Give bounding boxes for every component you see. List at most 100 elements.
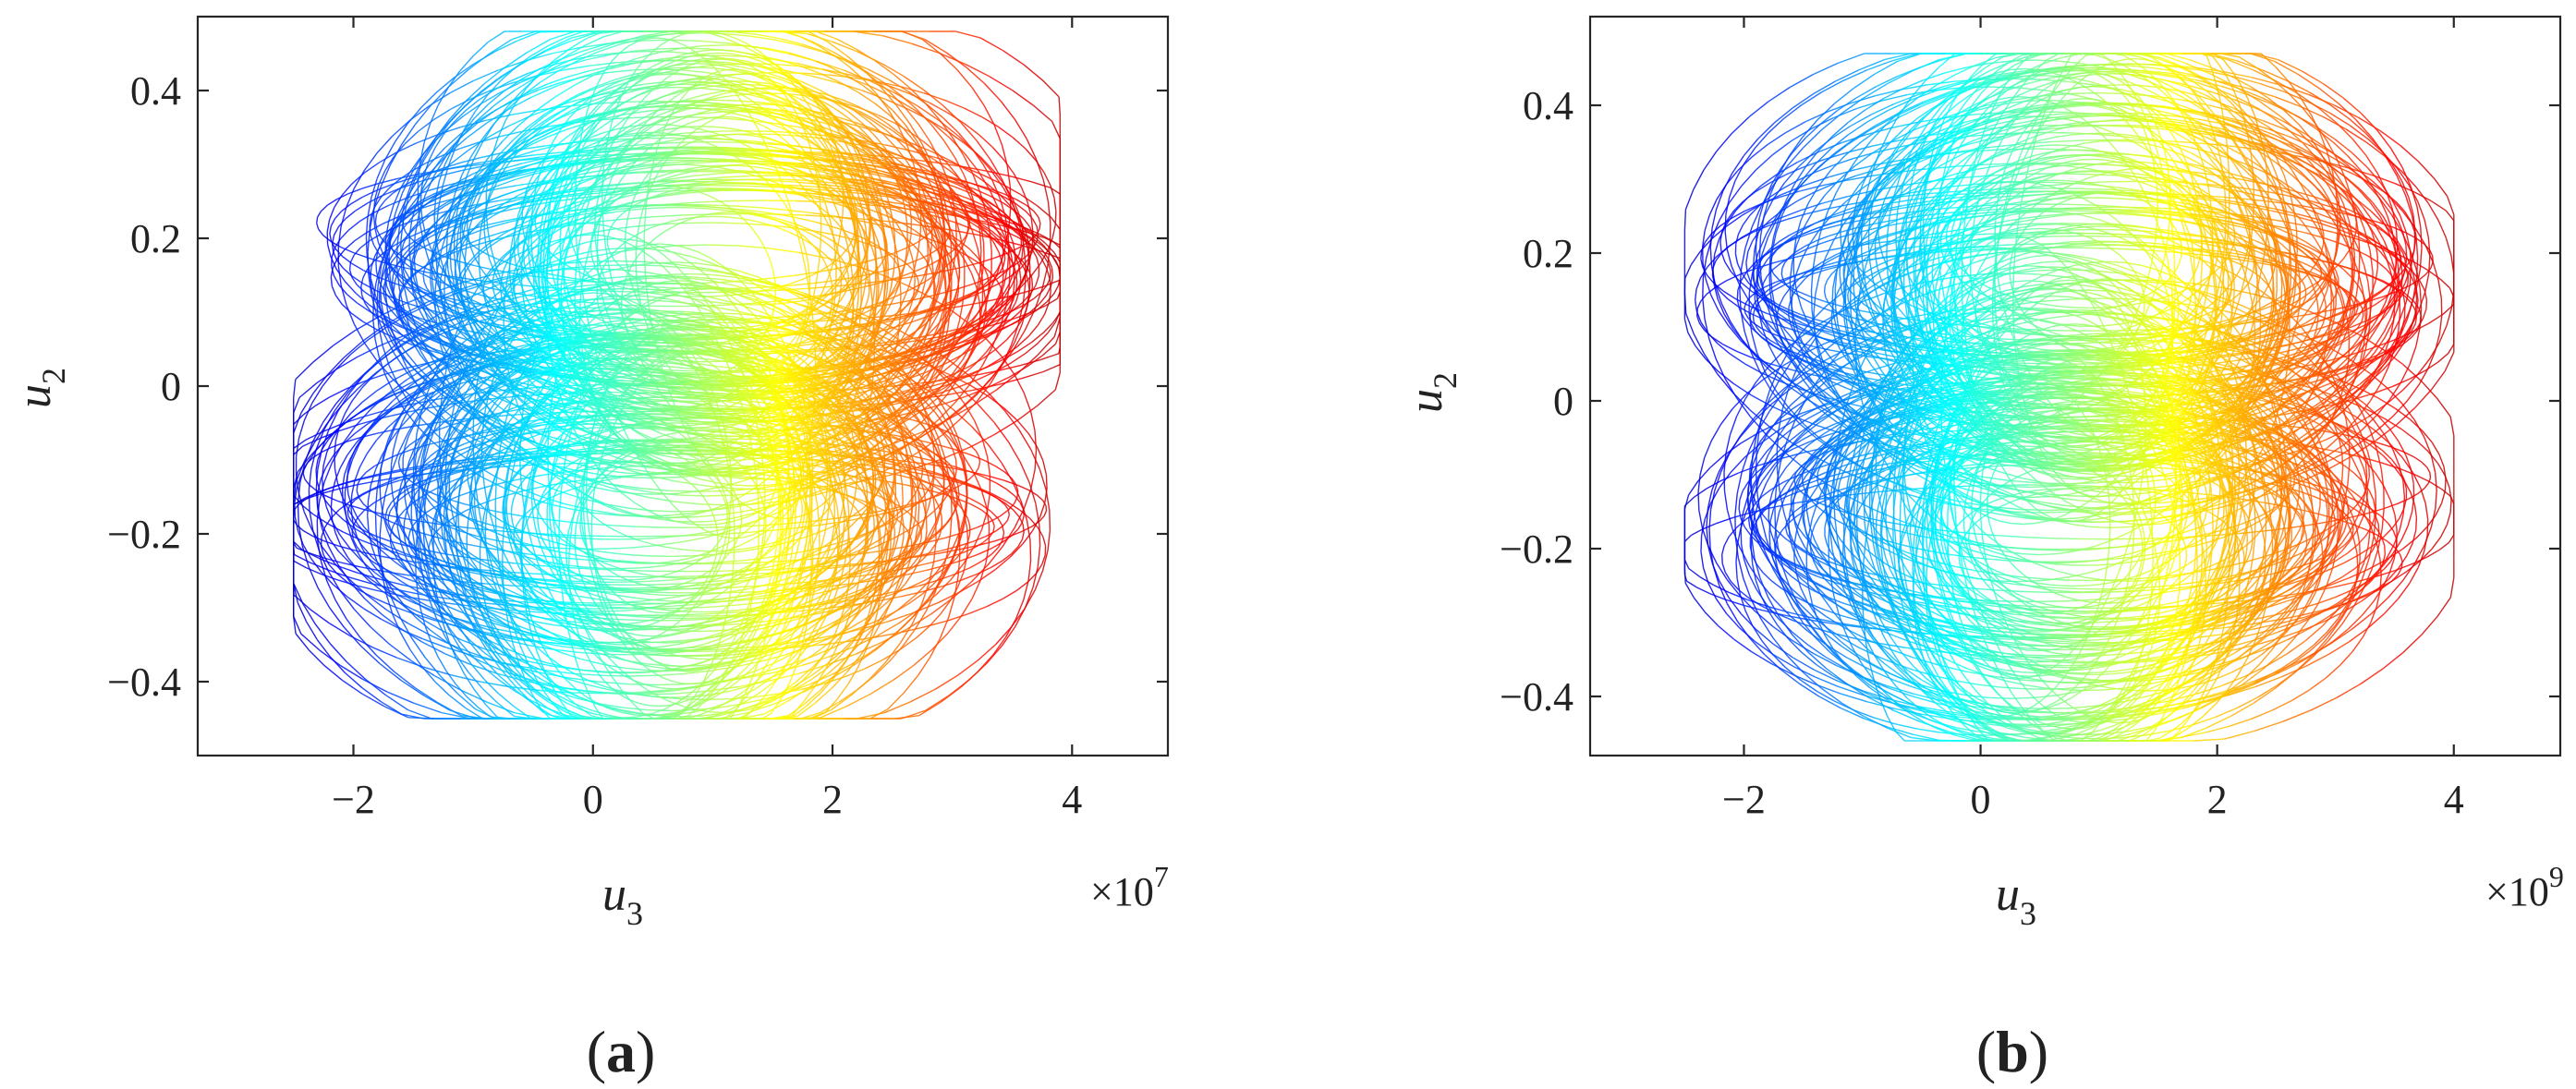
trajectory-segment [761,712,772,720]
trajectory-segment [568,32,594,42]
trajectory-segment [552,694,567,704]
trajectory-segment [1035,275,1039,285]
trajectory-segment [991,304,1005,317]
trajectory-segment [521,509,526,531]
trajectory-segment [962,439,971,446]
trajectory-segment [370,626,391,646]
trajectory-segment [534,115,552,128]
trajectory-segment [760,498,765,506]
trajectory-segment [718,62,740,67]
trajectory-segment [674,696,694,698]
trajectory-segment [485,701,516,714]
trajectory-segment [506,464,537,467]
trajectory-segment [536,650,545,670]
trajectory-segment [553,48,570,62]
trajectory-segment [529,588,535,596]
trajectory-segment [594,713,610,718]
trajectory-segment [1013,229,1025,240]
trajectory-segment [983,104,995,126]
trajectory-segment [926,103,944,119]
trajectory-segment [670,201,702,205]
trajectory-segment [820,226,822,245]
trajectory-segment [667,600,684,603]
trajectory-segment [647,708,671,712]
trajectory-segment [957,572,965,587]
trajectory-segment [435,207,440,229]
trajectory-segment [388,197,407,207]
trajectory-segment [1042,364,1061,373]
trajectory-segment [767,466,782,479]
trajectory-segment [645,449,676,453]
trajectory-segment [718,607,727,614]
trajectory-segment [530,588,541,602]
trajectory-segment [991,520,995,526]
trajectory-segment [588,167,616,174]
trajectory-segment [867,68,890,81]
trajectory-segment [748,105,780,111]
trajectory-segment [733,513,753,519]
trajectory-segment [603,503,618,512]
trajectory-segment [541,490,549,499]
trajectory-segment [757,359,768,377]
trajectory-segment [337,226,342,247]
trajectory-segment [587,190,616,195]
trajectory-segment [593,481,620,491]
trajectory-segment [379,200,386,209]
trajectory-segment [827,65,847,77]
trajectory-segment [472,42,489,57]
trajectory-segment [395,142,417,153]
trajectory-segment [743,472,766,482]
trajectory-segment [423,282,428,289]
trajectory-segment [467,480,471,489]
trajectory-segment [815,668,827,686]
trajectory-segment [989,231,992,252]
trajectory-segment [971,87,985,106]
trajectory-segment [978,462,981,468]
trajectory-segment [1047,530,1051,551]
trajectory-segment [367,272,372,295]
trajectory-segment [798,217,816,224]
trajectory-segment [511,109,540,115]
trajectory-segment [1011,352,1027,364]
trajectory-segment [991,180,1001,199]
trajectory-segment [613,506,634,514]
trajectory-segment [492,514,503,522]
trajectory-segment [793,494,796,509]
trajectory-segment [1043,510,1048,516]
trajectory-segment [735,456,748,464]
trajectory-segment [626,659,646,665]
trajectory-segment [344,281,357,294]
trajectory-segment [652,517,674,522]
trajectory-segment [604,87,625,94]
trajectory-segment [963,155,974,175]
trajectory-segment [907,91,928,105]
trajectory-segment [715,546,719,554]
trajectory-segment [607,470,627,474]
trajectory-segment [975,229,991,238]
trajectory-segment [1049,279,1051,292]
trajectory-segment [295,438,300,457]
trajectory-segment [758,490,762,499]
trajectory-segment [437,87,449,106]
trajectory-segment [511,30,537,41]
trajectory-segment [687,93,706,100]
trajectory-segment [524,558,531,565]
trajectory-segment [665,72,680,75]
trajectory-segment [1048,291,1051,303]
trajectory-segment [559,102,577,114]
trajectory-segment [636,52,659,60]
trajectory-segment [1049,510,1051,531]
trajectory-segment [652,666,669,670]
trajectory-segment [899,270,902,276]
trajectory-segment [857,559,863,573]
trajectory-segment [487,30,505,43]
trajectory-segment [293,560,307,569]
trajectory-segment [322,465,324,479]
trajectory-segment [778,109,808,115]
trajectory-segment [951,358,964,376]
trajectory-segment [592,275,625,281]
trajectory-segment [623,707,648,711]
trajectory-segment [709,584,719,587]
trajectory-segment [856,508,863,517]
trajectory-segment [880,436,885,449]
